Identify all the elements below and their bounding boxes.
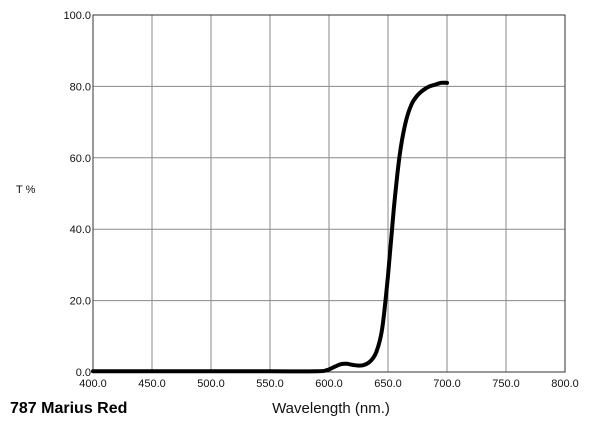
x-tick-labels: 400.0 450.0 500.0 550.0 600.0 650.0 700.0 750.0… [79,378,579,390]
y-tick-label: 80.0 [70,81,91,93]
x-tick-label: 600.0 [315,378,343,390]
x-tick-label: 500.0 [197,378,225,390]
x-tick-label: 450.0 [138,378,166,390]
y-tick-label: 20.0 [70,296,91,308]
x-tick-label: 400.0 [79,378,107,390]
x-tick-label: 550.0 [256,378,284,390]
chart-title: 787 Marius Red [10,400,127,417]
grid [92,14,566,373]
x-tick-label: 700.0 [433,378,461,390]
transmission-curve [91,80,449,374]
y-tick-label: 60.0 [70,153,91,165]
x-axis-label: Wavelength (nm.) [272,400,390,417]
series [91,80,449,374]
y-tick-label: 0.0 [76,367,91,379]
y-axis-label: T % [16,184,36,196]
y-tick-label: 100.0 [63,10,91,22]
x-tick-label: 800.0 [551,378,579,390]
plot-frame [92,14,566,373]
y-tick-label: 40.0 [70,224,91,236]
x-tick-label: 750.0 [492,378,520,390]
x-tick-label: 650.0 [374,378,402,390]
y-tick-labels: 0.0 20.0 40.0 60.0 80.0 100.0 [63,10,91,379]
